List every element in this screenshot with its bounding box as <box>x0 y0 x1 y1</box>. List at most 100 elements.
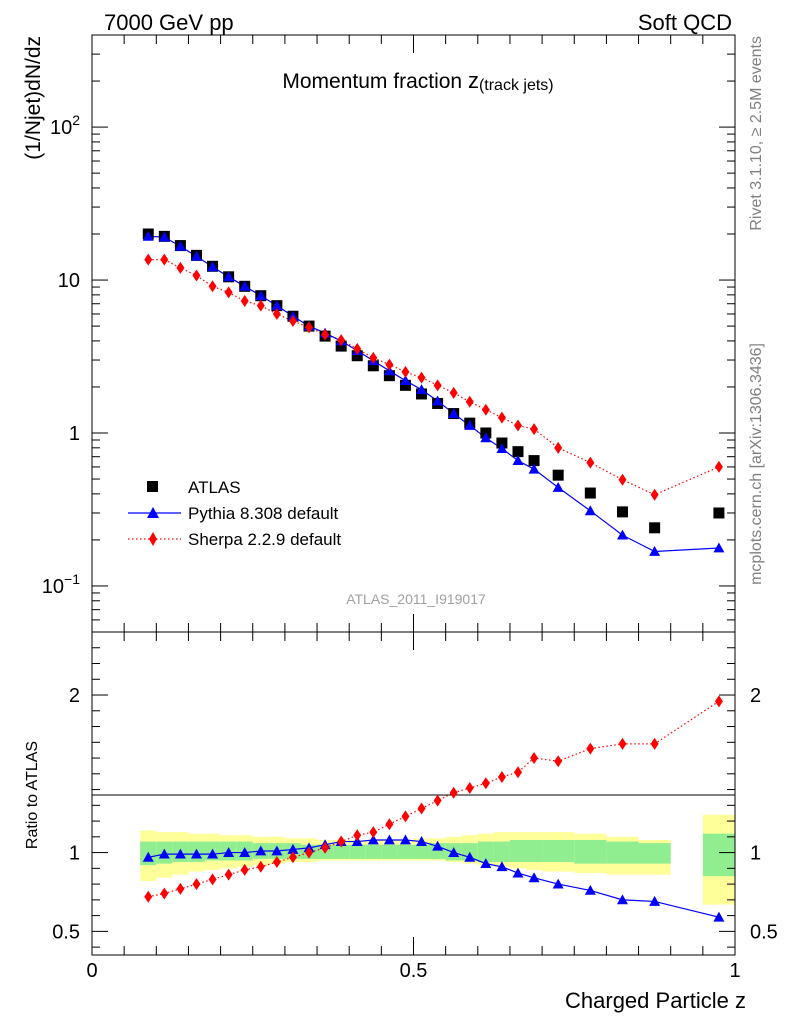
pythia-point <box>649 545 661 556</box>
x-tick-label: 1 <box>729 960 740 982</box>
ratio-sherpa-point <box>481 777 490 790</box>
ratio-y-axis-label: Ratio to ATLAS <box>24 741 41 849</box>
sherpa-point <box>321 328 330 341</box>
ratio-sherpa-point <box>144 890 153 903</box>
ratio-sherpa-point <box>369 826 378 839</box>
ratio-sherpa-point <box>321 841 330 854</box>
main-y-tick-label: 10 <box>58 270 80 292</box>
main-y-tick-label-base: 10 <box>42 576 64 598</box>
rivet-version-label: Rivet 3.1.10, ≥ 2.5M events <box>748 36 765 231</box>
atlas-point <box>584 487 596 499</box>
legend-marker-sherpa <box>149 532 157 546</box>
legend-marker-atlas <box>147 481 158 492</box>
legend-marker-pythia <box>147 507 159 518</box>
sherpa-point <box>385 358 394 371</box>
ratio-pythia-point <box>158 848 170 859</box>
atlas-point <box>383 370 395 382</box>
uncertainty-band-inner <box>397 844 414 859</box>
ratio-y-tick-label-left: 1 <box>69 843 80 865</box>
sherpa-point <box>513 419 522 432</box>
atlas-point <box>552 469 564 481</box>
ratio-marks <box>142 695 725 922</box>
pythia-point <box>584 505 596 516</box>
uncertainty-band-inner <box>365 844 382 859</box>
ratio-pythia-point <box>480 858 492 869</box>
uncertainty-band-inner <box>509 839 527 863</box>
pythia-point <box>223 271 235 282</box>
ratio-pythia-point <box>399 834 411 845</box>
sherpa-point <box>240 294 249 307</box>
sherpa-point <box>554 441 563 454</box>
sherpa-point <box>337 334 346 347</box>
atlas-point <box>399 379 411 391</box>
ratio-y-tick-label-right: 0.5 <box>750 921 778 943</box>
ratio-pythia-point <box>464 851 476 862</box>
pythia-point <box>432 395 444 406</box>
ratio-sherpa-point <box>586 742 595 755</box>
pythia-point <box>416 384 428 395</box>
sherpa-point <box>256 299 265 312</box>
atlas-point <box>512 446 524 458</box>
ratio-y-tick-label-left: 0.5 <box>52 921 80 943</box>
atlas-point <box>528 455 540 467</box>
main-y-tick-label-base: 10 <box>58 270 80 292</box>
ratio-sherpa-point <box>272 856 281 869</box>
x-axis-label: Charged Particle z <box>565 988 746 1013</box>
sherpa-point <box>305 321 314 334</box>
header-category-label: Soft QCD <box>638 10 732 35</box>
ratio-pythia-point <box>142 851 154 862</box>
ratio-pythia-point <box>207 848 219 859</box>
x-tick-label: 0.5 <box>400 960 428 982</box>
ratio-pythia-point <box>271 845 283 856</box>
uncertainty-band-inner <box>702 833 735 877</box>
ratio-pythia-point <box>552 878 564 889</box>
uncertainty-band-inner <box>333 844 350 859</box>
ratio-pythia-point <box>496 861 508 872</box>
pythia-point <box>552 482 564 492</box>
ratio-sherpa-point <box>288 851 297 864</box>
ratio-sherpa-point <box>240 863 249 876</box>
x-tick-label: 0 <box>86 960 97 982</box>
ratio-sherpa-point <box>385 818 394 831</box>
uncertainty-band-inner <box>477 841 494 863</box>
main-y-tick-label-base: 10 <box>50 117 72 139</box>
main-y-tick-label-exponent: 2 <box>72 112 80 128</box>
pythia-point <box>496 443 508 454</box>
pythia-point <box>713 542 725 553</box>
legend: ATLAS Pythia 8.308 default Sherpa 2.2.9 … <box>128 478 341 549</box>
uncertainty-band-inner <box>638 843 671 864</box>
mcplots-reference-label: mcplots.cern.ch [arXiv:1306.3436] <box>748 343 765 585</box>
ratio-axes: 0.5 0.5 1 1 2 2 0 0.5 1 <box>52 631 778 982</box>
pythia-point <box>158 231 170 242</box>
ratio-y-tick-label-left: 2 <box>69 685 80 707</box>
sherpa-point <box>714 460 723 473</box>
ratio-pythia-point <box>287 843 299 854</box>
uncertainty-band-inner <box>413 844 430 859</box>
main-marks <box>142 228 725 556</box>
sherpa-point <box>586 456 595 469</box>
pythia-point <box>255 290 267 301</box>
main-chart-title: Momentum fraction z(track jets) <box>282 68 553 94</box>
ratio-sherpa-point <box>465 781 474 794</box>
ratio-sherpa-point <box>554 755 563 768</box>
ratio-pythia-point <box>584 884 596 895</box>
sherpa-point <box>288 314 297 327</box>
ratio-sherpa-point <box>530 752 539 765</box>
ratio-pythia-point <box>255 845 267 856</box>
sherpa-point <box>192 269 201 282</box>
pythia-point <box>480 432 492 443</box>
analysis-id-label: ATLAS_2011_I919017 <box>346 591 486 607</box>
sherpa-line <box>148 259 720 496</box>
ratio-pythia-point <box>239 847 251 857</box>
ratio-bands <box>140 814 735 905</box>
pythia-point <box>239 280 251 291</box>
uncertainty-band-inner <box>493 841 510 863</box>
sherpa-point <box>369 351 378 364</box>
sherpa-point <box>618 473 627 486</box>
uncertainty-band-inner <box>574 839 607 864</box>
ratio-pythia-point <box>367 834 379 845</box>
pythia-point <box>271 300 283 311</box>
ratio-panel: 0.5 0.5 1 1 2 2 0 0.5 1 Ratio to ATLAS Charged P… <box>24 631 778 1013</box>
sherpa-point <box>401 365 410 378</box>
